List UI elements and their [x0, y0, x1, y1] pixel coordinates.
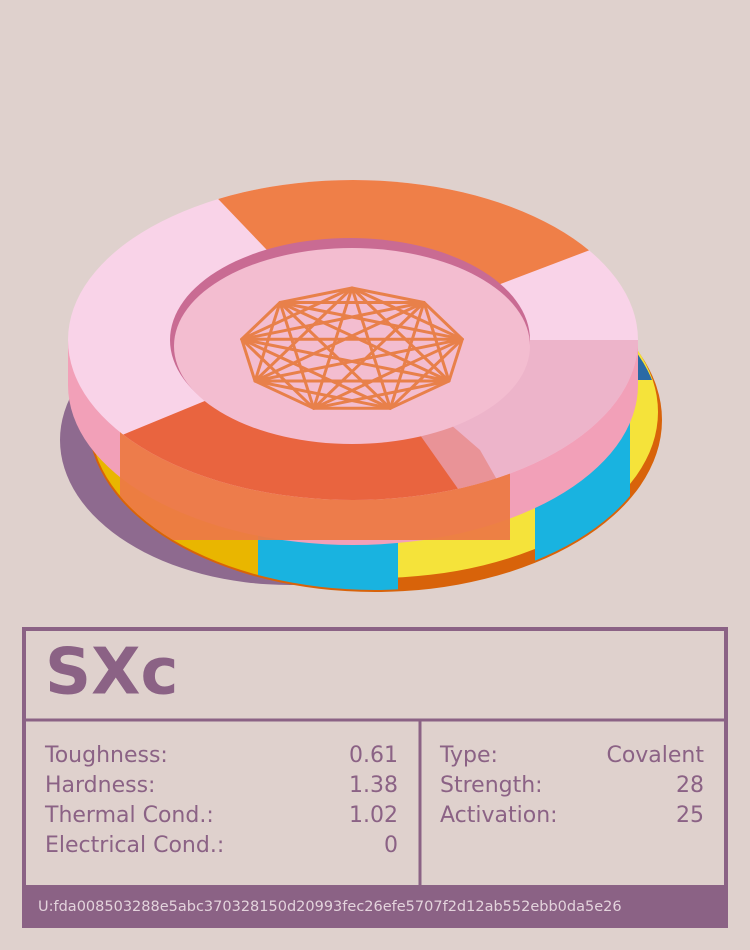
- stat-label: Toughness:: [44, 743, 168, 768]
- stat-label: Electrical Cond.:: [45, 833, 224, 858]
- stat-value: 1.38: [349, 773, 398, 798]
- stat-label: Thermal Cond.:: [44, 803, 214, 828]
- chip-illustration: [60, 180, 662, 592]
- stat-value: 28: [676, 773, 704, 798]
- footer-bar: [22, 885, 728, 928]
- stat-value: 0.61: [349, 743, 398, 768]
- stat-label: Activation:: [440, 803, 558, 828]
- footer-id: U:fda008503288e5abc370328150d20993fec26e…: [38, 899, 622, 915]
- stat-label: Hardness:: [45, 773, 155, 798]
- card-title: SXc: [45, 636, 178, 710]
- stats-left: Toughness: 0.61 Hardness: 1.38 Thermal C…: [44, 743, 398, 858]
- stat-value: Covalent: [606, 743, 704, 768]
- stat-label: Strength:: [440, 773, 543, 798]
- stats-right: Type: Covalent Strength: 28 Activation: …: [439, 743, 704, 828]
- stat-value: 1.02: [349, 803, 398, 828]
- stat-label: Type:: [439, 743, 498, 768]
- stat-value: 0: [384, 833, 398, 858]
- stat-value: 25: [676, 803, 704, 828]
